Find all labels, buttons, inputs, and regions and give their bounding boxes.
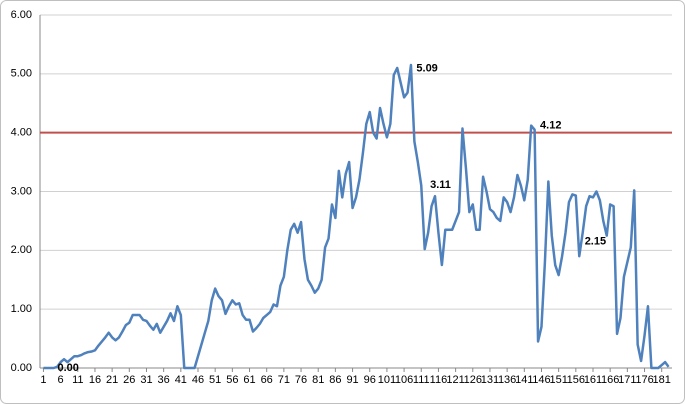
x-tick-label: 6 xyxy=(58,374,64,386)
x-tick-label: 36 xyxy=(158,374,170,386)
x-tick-label: 166 xyxy=(601,374,619,386)
x-tick-label: 151 xyxy=(549,374,567,386)
annotation: 2.15 xyxy=(585,235,606,247)
x-tick-label: 51 xyxy=(209,374,221,386)
x-tick-label: 141 xyxy=(515,374,533,386)
y-tick-label: 4.00 xyxy=(11,127,32,139)
x-tick-label: 61 xyxy=(243,374,255,386)
x-tick-label: 161 xyxy=(584,374,602,386)
x-tick-label: 126 xyxy=(464,374,482,386)
x-tick-label: 121 xyxy=(446,374,464,386)
x-tick-label: 21 xyxy=(106,374,118,386)
x-tick-label: 131 xyxy=(481,374,499,386)
x-tick-label: 181 xyxy=(653,374,671,386)
y-tick-label: 3.00 xyxy=(11,185,32,197)
x-tick-label: 106 xyxy=(395,374,413,386)
x-tick-label: 176 xyxy=(635,374,653,386)
annotation: 4.12 xyxy=(540,120,561,132)
y-tick-label: 1.00 xyxy=(11,303,32,315)
x-tick-label: 101 xyxy=(378,374,396,386)
x-tick-label: 146 xyxy=(532,374,550,386)
x-tick-label: 41 xyxy=(175,374,187,386)
y-tick-label: 0.00 xyxy=(11,362,32,374)
x-tick-label: 156 xyxy=(567,374,585,386)
x-tick-label: 91 xyxy=(346,374,358,386)
x-tick-label: 31 xyxy=(140,374,152,386)
x-tick-label: 171 xyxy=(618,374,636,386)
annotation: 5.09 xyxy=(416,62,437,74)
x-tick-label: 56 xyxy=(226,374,238,386)
x-tick-label: 1 xyxy=(40,374,46,386)
y-tick-label: 2.00 xyxy=(11,244,32,256)
x-tick-label: 76 xyxy=(295,374,307,386)
x-tick-label: 11 xyxy=(72,374,83,386)
series-line xyxy=(43,63,670,370)
x-tick-label: 66 xyxy=(261,374,273,386)
x-tick-label: 136 xyxy=(498,374,516,386)
x-tick-label: 116 xyxy=(430,374,448,386)
x-tick-label: 26 xyxy=(123,374,135,386)
x-tick-label: 81 xyxy=(312,374,324,386)
y-tick-label: 6.00 xyxy=(11,9,32,21)
x-tick-label: 71 xyxy=(278,374,290,386)
annotation: 0.00 xyxy=(57,362,78,374)
x-tick-label: 16 xyxy=(89,374,101,386)
y-tick-label: 5.00 xyxy=(11,68,32,80)
x-tick-label: 46 xyxy=(192,374,204,386)
x-tick-label: 96 xyxy=(364,374,376,386)
annotation: 3.11 xyxy=(430,179,451,191)
x-tick-label: 86 xyxy=(329,374,341,386)
x-tick-label: 111 xyxy=(413,374,430,386)
